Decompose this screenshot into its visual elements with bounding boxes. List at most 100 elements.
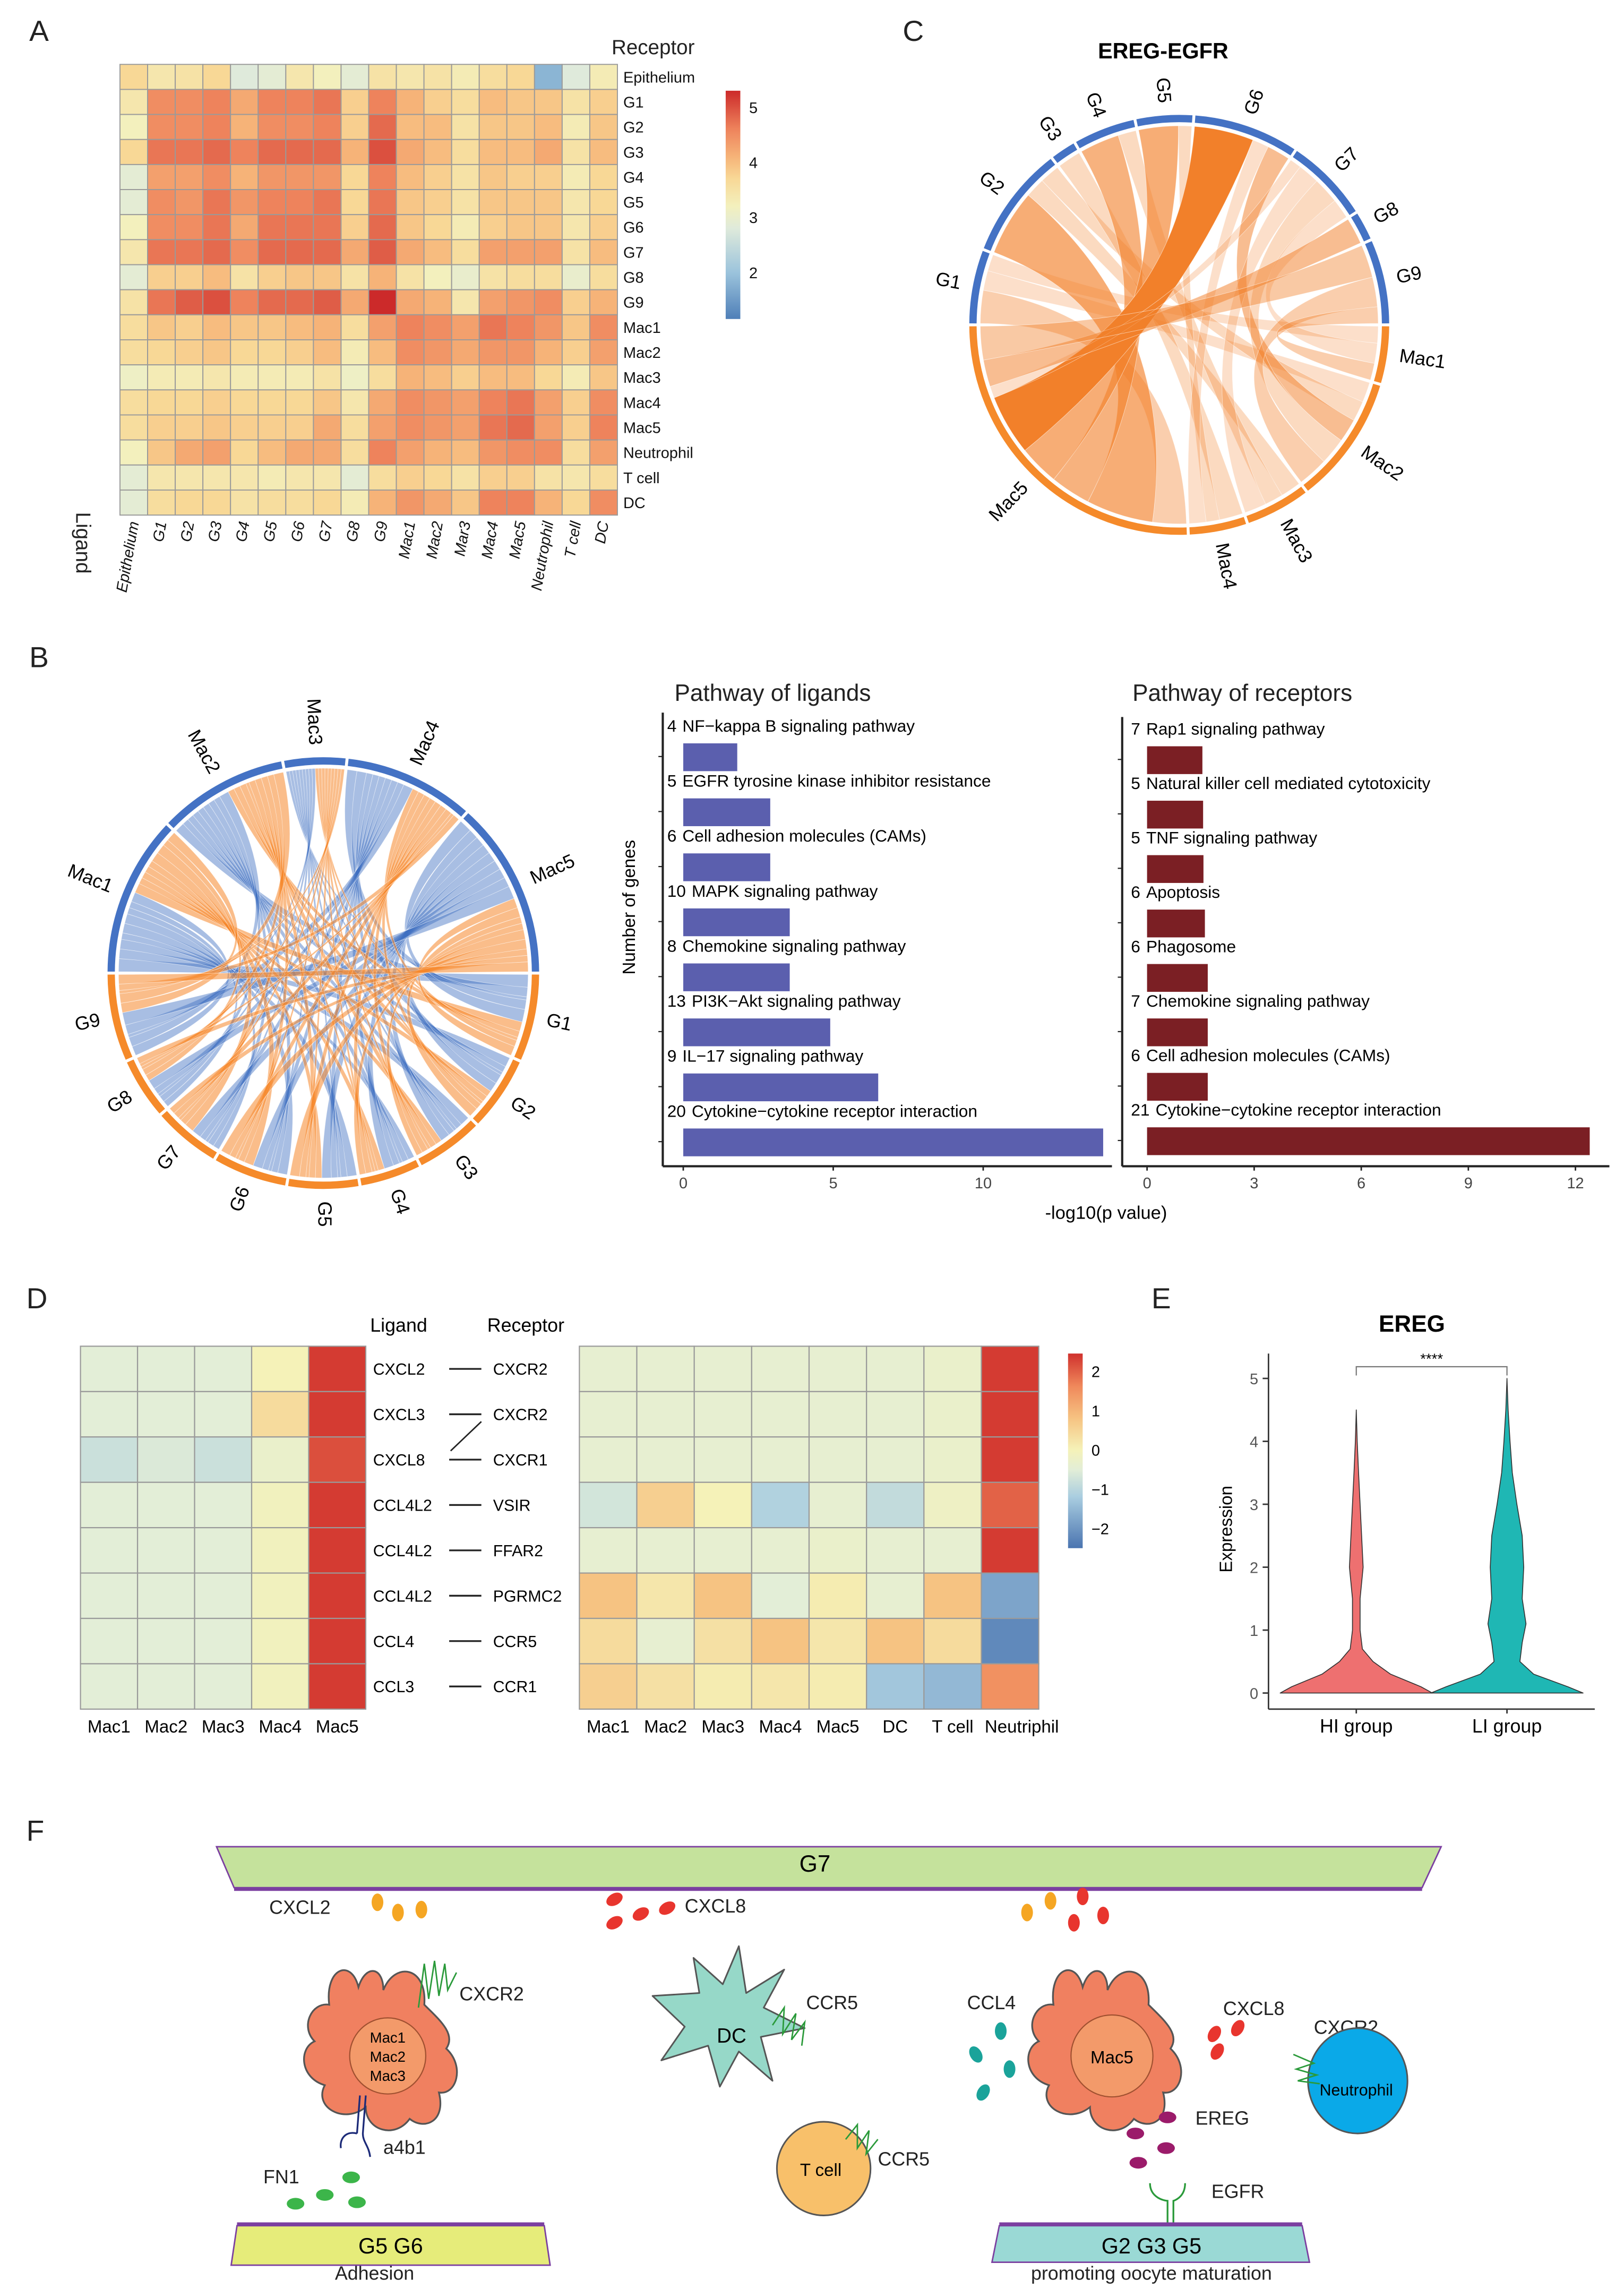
heatmap-cell [175,314,204,340]
heatmap-cell [175,414,204,441]
receptor-heatmap-cell [636,1572,695,1619]
heatmap-cell [230,289,259,315]
chord-segment-arc [1293,151,1356,216]
ccr5-receptor-icon [845,2122,879,2157]
chord-segment-label: Mac1 [1398,345,1447,373]
receptor-column-label: Mac3 [701,1717,744,1737]
gene-count: 7 [1131,991,1140,1010]
ligand-heatmap-cell [136,1345,195,1392]
chord-link [1249,181,1342,462]
cxcl8-dot [1210,2043,1224,2060]
chord-segment-arc [1365,241,1389,324]
heatmap-cell [285,339,314,366]
heatmap-cell [257,89,287,115]
heatmap-cell [506,264,535,290]
ligand-heatmap-cell [136,1617,195,1665]
chord-link [990,159,1301,398]
heatmap-cell [368,264,397,290]
heatmap-cell [175,289,204,315]
heatmap-cell [534,464,563,491]
heatmap-cell [175,239,204,265]
ligand-heatmap-cell [308,1481,367,1529]
heatmap-cell [147,264,176,290]
chord-link [128,791,260,1047]
chord-segment-label: G8 [103,1086,136,1117]
receptor-heatmap-cell [981,1663,1039,1710]
heatmap-cell [451,389,480,416]
heatmap-cell [175,114,204,140]
cxcl8-dot [1231,2020,1245,2037]
heatmap-cell [451,239,480,265]
heatmap-cell [478,339,508,366]
heatmap-cell [368,364,397,391]
heatmap-cell [396,264,425,290]
gene-count: 5 [1131,774,1140,793]
heatmap-cell [147,364,176,391]
receptor-heatmap-cell [923,1572,982,1619]
heatmap-cell [561,364,590,391]
colorbar [725,90,741,319]
row-label: G6 [623,219,644,236]
chord-link [980,245,1373,361]
heatmap-cell [368,414,397,441]
heatmap-cell [313,214,342,241]
chord-segment-label: G6 [225,1184,254,1215]
cxcl8-dot [1207,2026,1222,2043]
chord-segment-label: Mac4 [406,717,444,768]
receptor-heatmap-cell [923,1391,982,1438]
ccl4-dot [976,2084,990,2101]
heatmap-cell [589,239,618,265]
receptor-heatmap-cell [923,1481,982,1529]
chord-link [169,948,528,1114]
heatmap-cell [257,339,287,366]
heatmap-cell [175,189,204,216]
pathway-name: MAPK signaling pathway [692,881,878,901]
bar [683,963,790,991]
macrophage-cell-mac5 [1027,1969,1182,2131]
ligand-heatmap-cell [308,1436,367,1483]
heatmap-cell [119,189,149,216]
macrophage-nucleus [349,2017,427,2095]
heatmap-cell [423,214,452,241]
chord-segment-arc [969,251,990,324]
y-axis-label: Expression [1216,1486,1236,1573]
fn1-dot [316,2189,334,2201]
bar [1147,1127,1590,1155]
heatmap-cell [285,314,314,340]
colorbar-tick-label: −2 [1092,1521,1109,1538]
y-tick-label: 5 [1250,1371,1258,1388]
chord-link [125,784,414,1035]
ligand-heatmap-cell [80,1436,139,1483]
receptor-heatmap-cell [808,1345,867,1392]
heatmap-cell [202,439,231,466]
heatmap-cell [230,314,259,340]
pathway-label: 6 Cell adhesion molecules (CAMs) [667,826,926,845]
heatmap-cell [147,389,176,416]
receptor-heatmap-cell [636,1345,695,1392]
ligand-heatmap-cell [194,1391,253,1438]
bar [683,1073,879,1102]
heatmap-cell [175,489,204,516]
heatmap-cell [506,164,535,191]
panel-letter-c: C [903,14,924,47]
heatmap-cell [119,364,149,391]
heatmap-cell [147,314,176,340]
ligand-heatmap-cell [80,1481,139,1529]
column-label: G8 [343,520,364,544]
ligand-label: CCL4L2 [373,1588,432,1605]
heatmap-cell [340,89,370,115]
chord-segment-arc [161,1111,217,1159]
chord-segment-arc [288,1179,359,1189]
receptor-heatmap-cell [981,1617,1039,1665]
bar [683,1128,1103,1156]
receptor-heatmap-cell [808,1527,867,1574]
heatmap-cell [257,489,287,516]
pathway-name: Cell adhesion molecules (CAMs) [682,826,926,845]
row-label: Mac4 [623,395,661,411]
cxcl8-dot [659,1901,676,1915]
heatmap-cell [340,314,370,340]
gene-count: 6 [1131,882,1140,902]
bar [1147,964,1208,992]
heatmap-cell [506,364,535,391]
receptor-heatmap-cell [981,1481,1039,1529]
